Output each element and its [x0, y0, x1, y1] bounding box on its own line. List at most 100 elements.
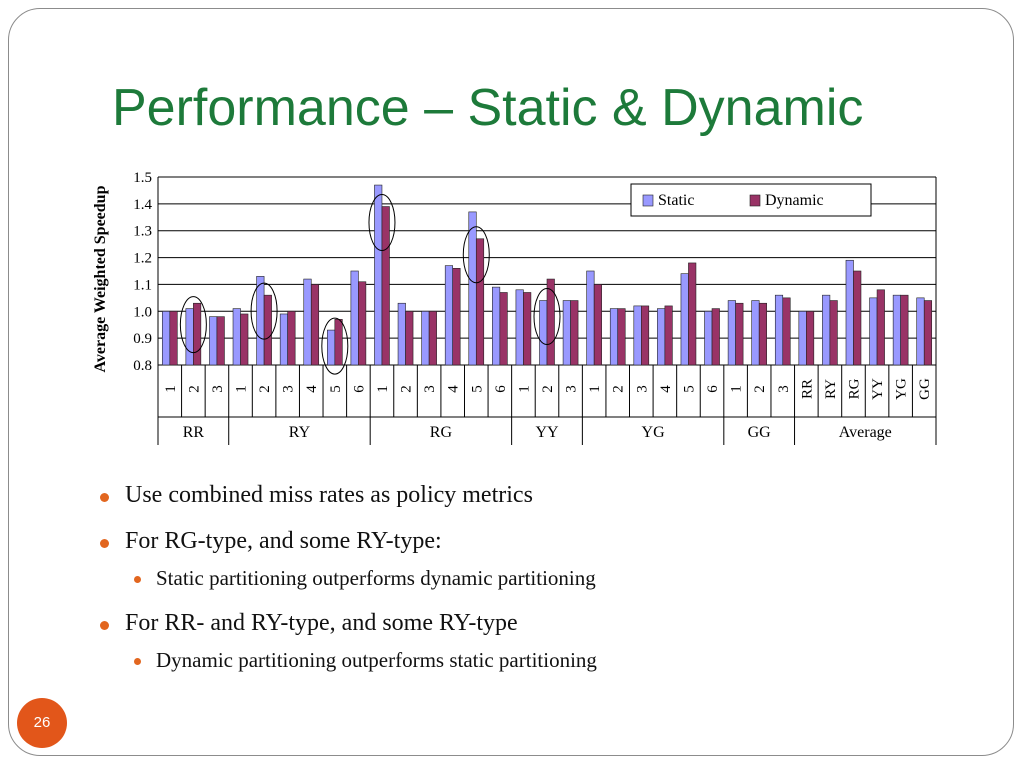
x-tick-label: 5	[469, 385, 485, 393]
bar-dynamic	[358, 281, 367, 366]
bar-dynamic	[240, 313, 249, 366]
bar-static	[327, 329, 336, 366]
bar-dynamic	[900, 294, 909, 366]
bar-static	[492, 286, 501, 366]
highlight-ellipse	[179, 296, 207, 354]
bar-dynamic	[263, 294, 272, 366]
bar-dynamic	[735, 302, 744, 366]
bar-static	[539, 300, 548, 366]
bullet-list: Use combined miss rates as policy metric…	[98, 482, 958, 692]
bar-static	[421, 310, 430, 366]
legend-label: Static	[658, 192, 694, 209]
bullet-icon	[134, 658, 141, 665]
bar-static	[350, 270, 359, 366]
x-tick-label: 1	[587, 385, 603, 393]
x-tick-label: 2	[752, 385, 768, 393]
bar-dynamic	[169, 310, 178, 366]
x-tick-label: 1	[729, 385, 745, 393]
y-tick-label: 1.5	[133, 170, 152, 186]
highlight-ellipse	[250, 282, 278, 340]
bullet-item: For RR- and RY-type, and some RY-type	[98, 610, 958, 642]
bar-dynamic	[829, 300, 838, 366]
bar-dynamic	[499, 292, 508, 366]
bar-dynamic	[310, 284, 320, 366]
bar-dynamic	[193, 302, 202, 366]
group-label: YG	[642, 424, 666, 441]
bar-dynamic	[664, 305, 673, 366]
y-tick-label: 1.4	[133, 197, 152, 213]
x-tick-label: 1	[516, 385, 532, 393]
x-tick-label: 6	[351, 385, 367, 393]
x-tick-label: 6	[705, 385, 721, 393]
bar-dynamic	[758, 302, 767, 366]
bar-dynamic	[641, 305, 650, 366]
legend-swatch	[642, 194, 654, 207]
y-tick-label: 0.9	[133, 331, 152, 347]
x-tick-label: 3	[776, 385, 792, 393]
x-tick-label: 5	[681, 385, 697, 393]
bullet-text: For RG-type, and some RY-type:	[125, 528, 442, 554]
bar-static	[209, 316, 218, 366]
bullet-text: For RR- and RY-type, and some RY-type	[125, 610, 518, 636]
bullet-text: Use combined miss rates as policy metric…	[125, 482, 533, 508]
group-label: YY	[535, 424, 559, 441]
x-tick-label: 3	[281, 385, 297, 393]
bar-dynamic	[475, 238, 485, 366]
bullet-text: Static partitioning outperforms dynamic …	[156, 566, 596, 590]
bullet-text: Dynamic partitioning outperforms static …	[156, 648, 597, 672]
legend-label: Dynamic	[765, 192, 824, 209]
bar-static	[916, 297, 925, 366]
x-tick-label: 4	[446, 385, 462, 393]
y-tick-label: 1.1	[133, 277, 152, 293]
bar-static	[232, 308, 241, 366]
x-tick-label: 3	[422, 385, 438, 393]
y-tick-label: 1.0	[133, 304, 152, 320]
bullet-icon	[100, 539, 109, 548]
bar-static	[633, 305, 642, 366]
bar-static	[822, 294, 831, 366]
bar-static	[798, 310, 807, 366]
bar-dynamic	[617, 308, 626, 366]
bar-static	[397, 302, 406, 366]
x-tick-label: 4	[304, 385, 320, 393]
bar-dynamic	[782, 297, 791, 366]
bar-dynamic	[688, 262, 697, 366]
highlight-ellipse	[321, 317, 349, 375]
bar-static	[609, 308, 619, 366]
legend-swatch	[749, 194, 761, 207]
group-label: GG	[748, 424, 772, 441]
y-axis-label: Average Weighted Speedup	[92, 185, 109, 372]
bar-dynamic	[287, 310, 296, 366]
x-tick-label: GG	[917, 378, 933, 400]
highlight-ellipse	[533, 288, 561, 346]
group-label: RG	[430, 424, 453, 441]
y-tick-label: 1.3	[133, 224, 152, 240]
sub-bullet-item: Static partitioning outperforms dynamic …	[128, 566, 958, 592]
bar-dynamic	[711, 308, 720, 366]
bar-static	[468, 211, 477, 366]
bar-dynamic	[570, 300, 579, 366]
bullet-item: Use combined miss rates as policy metric…	[98, 482, 958, 514]
page-number-badge: 26	[17, 698, 67, 748]
bar-static	[185, 308, 194, 366]
speedup-bar-chart: 0.8 0.9 1.0 1.1 1.2 1.3 1.4 1.5 Average Weighted…	[92, 170, 937, 445]
x-tick-label: 1	[163, 385, 179, 393]
bullet-item: For RG-type, and some RY-type:	[98, 528, 958, 560]
x-tick-label: 3	[634, 385, 650, 393]
bar-dynamic	[853, 270, 862, 366]
bar-dynamic	[876, 289, 885, 366]
x-tick-label: 2	[186, 385, 202, 393]
x-tick-label: 4	[658, 385, 674, 393]
y-tick-label: 1.2	[133, 251, 152, 267]
bullet-icon	[100, 621, 109, 630]
slide-title: Performance – Static & Dynamic	[112, 79, 864, 137]
highlight-ellipse	[462, 226, 490, 284]
bar-static	[161, 310, 171, 366]
bar-dynamic	[428, 310, 437, 366]
bar-static	[303, 278, 312, 366]
x-tick-label: YG	[894, 378, 910, 400]
bar-static	[727, 300, 736, 366]
bar-dynamic	[452, 268, 461, 366]
bar-dynamic	[523, 292, 532, 366]
bar-static	[657, 308, 666, 366]
